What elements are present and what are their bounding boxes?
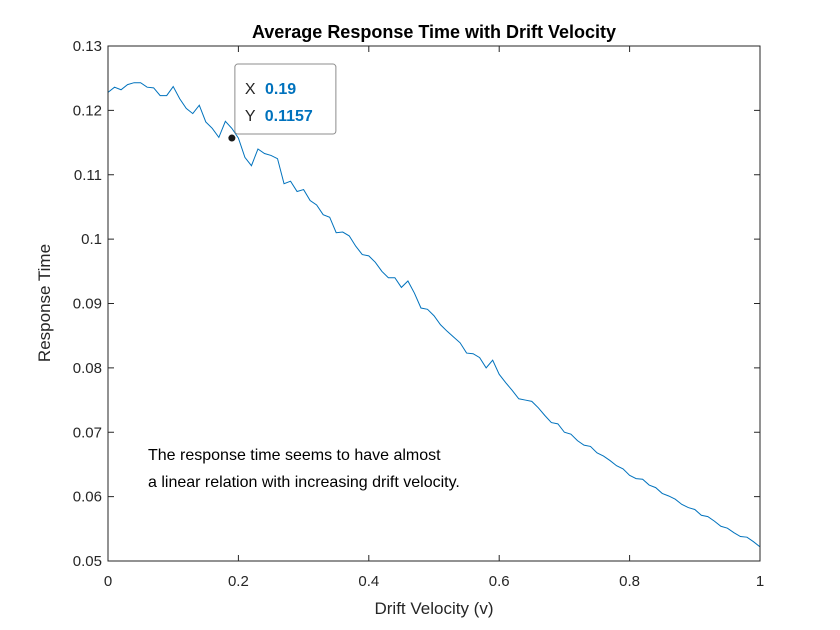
annotation-text: The response time seems to have almost a… — [148, 447, 460, 491]
datatip-y-value: 0.1157 — [265, 108, 313, 125]
y-tick-label: 0.07 — [73, 424, 102, 441]
y-tick-label: 0.13 — [73, 38, 102, 55]
chart-title: Average Response Time with Drift Velocit… — [252, 22, 616, 42]
y-tick-label: 0.12 — [73, 102, 102, 119]
datatip-x-value: 0.19 — [265, 81, 296, 98]
datatip-x: X 0.19 — [245, 81, 296, 98]
y-tick-label: 0.08 — [73, 360, 102, 377]
annotation-line-2: a linear relation with increasing drift … — [148, 474, 460, 491]
datatip-x-label: X — [245, 81, 256, 98]
datatip-y-label: Y — [245, 108, 256, 125]
x-tick-label: 0 — [104, 573, 112, 590]
x-tick-label: 1 — [756, 573, 764, 590]
x-tick-label: 0.8 — [619, 573, 640, 590]
plot-area — [108, 46, 760, 561]
y-tick-label: 0.06 — [73, 489, 102, 506]
datatip[interactable]: X 0.19 Y 0.1157 — [228, 63, 337, 142]
annotation-line-1: The response time seems to have almost — [148, 447, 441, 464]
x-axis-label: Drift Velocity (v) — [374, 599, 493, 618]
y-tick-label: 0.11 — [74, 167, 102, 184]
datatip-marker[interactable] — [228, 134, 236, 142]
y-tick-label: 0.05 — [73, 553, 102, 570]
x-tick-label: 0.4 — [358, 573, 379, 590]
series-line — [107, 82, 761, 548]
plot-frame — [107, 45, 761, 562]
x-tick-label: 0.2 — [228, 573, 249, 590]
y-tick-label: 0.09 — [73, 296, 102, 313]
y-tick-label: 0.1 — [81, 231, 102, 248]
y-axis-label: Response Time — [35, 244, 54, 362]
x-tick-label: 0.6 — [489, 573, 510, 590]
datatip-box — [234, 63, 337, 135]
datatip-y: Y 0.1157 — [245, 108, 313, 125]
